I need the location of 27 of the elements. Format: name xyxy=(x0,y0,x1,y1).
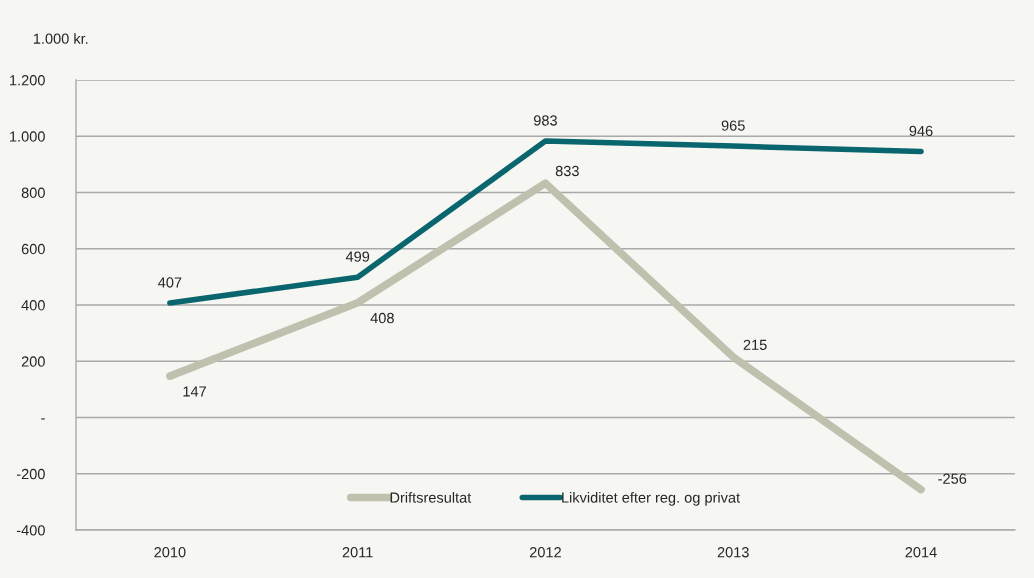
data-label: 407 xyxy=(158,277,182,288)
legend-label: Driftsresultat xyxy=(390,492,472,503)
x-tick-label: 2012 xyxy=(529,547,561,558)
y-tick-label: 1.000 xyxy=(10,131,45,142)
data-label: 499 xyxy=(345,251,370,262)
y-tick-label: 800 xyxy=(21,187,45,198)
data-label: -256 xyxy=(938,473,967,484)
y-tick-label: 600 xyxy=(21,243,45,255)
x-tick-label: 2014 xyxy=(905,547,937,558)
y-tick-label: 1.200 xyxy=(10,75,45,86)
legend-label: Likviditet efter reg. og privat xyxy=(562,492,740,506)
x-tick-label: 2013 xyxy=(717,547,749,558)
data-label: 147 xyxy=(183,386,206,397)
x-tick-label: 2010 xyxy=(154,547,186,558)
data-label: 833 xyxy=(555,165,579,177)
data-label: 408 xyxy=(370,312,394,324)
y-tick-label: 400 xyxy=(21,300,45,311)
data-label: 946 xyxy=(909,125,933,137)
y-axis-title: 1.000 kr. xyxy=(33,33,88,44)
y-tick-label: -400 xyxy=(16,525,45,536)
y-tick-label: -200 xyxy=(16,468,45,480)
y-tick-label: - xyxy=(41,418,45,420)
data-label: 983 xyxy=(533,115,557,126)
data-label: 965 xyxy=(721,120,745,131)
data-label: 215 xyxy=(743,339,767,350)
y-tick-label: 200 xyxy=(21,356,45,367)
x-tick-label: 2011 xyxy=(342,547,373,558)
